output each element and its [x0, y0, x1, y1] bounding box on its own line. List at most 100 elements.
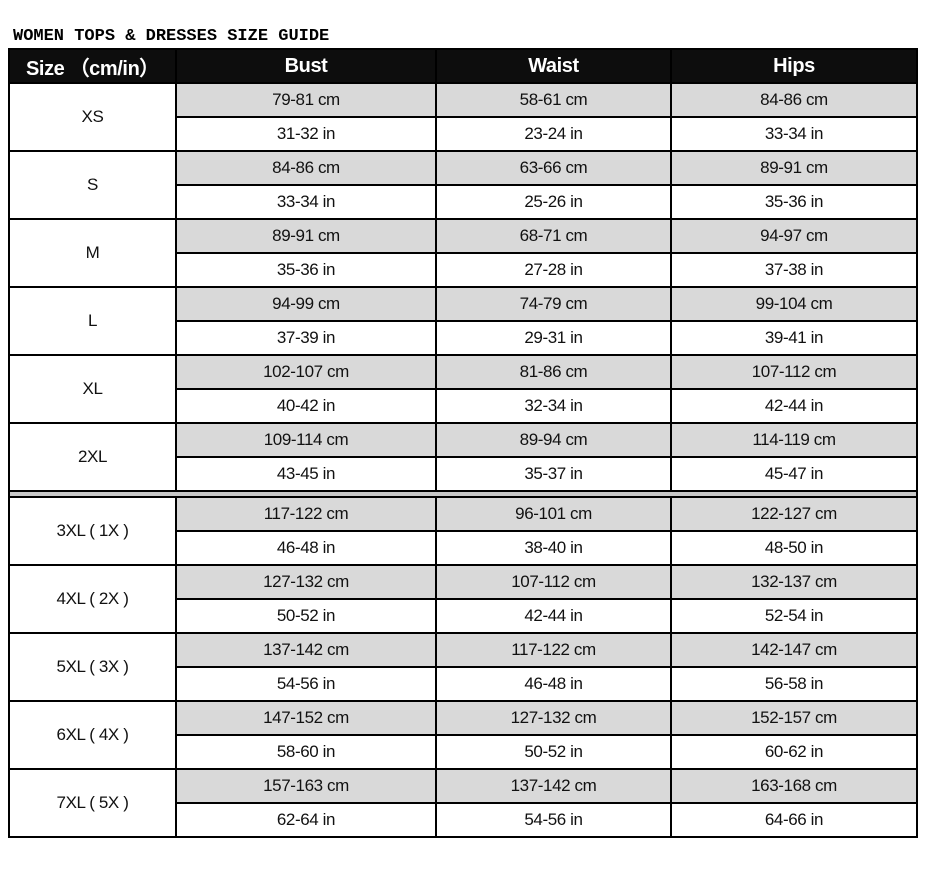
size-label: 7XL ( 5X ) [8, 768, 177, 838]
table-row-cm: XS 79-81 cm 58-61 cm 84-86 cm [8, 82, 918, 152]
divider-cell [8, 490, 918, 498]
waist-cm-cell: 68-71 cm [435, 218, 672, 254]
table-row-in: 31-32 in 23-24 in 33-34 in [9, 116, 918, 152]
hips-cm-cell: 94-97 cm [670, 218, 918, 254]
header-size: Size （cm/in） [8, 48, 177, 84]
size-label: 4XL ( 2X ) [8, 564, 177, 634]
table-row-cm: M 89-91 cm 68-71 cm 94-97 cm [8, 218, 918, 288]
bust-in-cell: 40-42 in [175, 388, 437, 424]
header-bust: Bust [175, 48, 437, 84]
hips-in-cell: 42-44 in [670, 388, 918, 424]
waist-in-cell: 23-24 in [435, 116, 672, 152]
table-row-cm: 3XL ( 1X ) 117-122 cm 96-101 cm 122-127 cm [8, 496, 918, 566]
size-label: 3XL ( 1X ) [8, 496, 177, 566]
hips-cm-cell: 107-112 cm [670, 354, 918, 390]
bust-cm-cell: 109-114 cm [175, 422, 437, 458]
bust-cm-cell: 79-81 cm [175, 82, 437, 118]
hips-cm-cell: 122-127 cm [670, 496, 918, 532]
hips-in-cell: 45-47 in [670, 456, 918, 492]
table-row-in: 35-36 in 27-28 in 37-38 in [9, 252, 918, 288]
waist-cm-cell: 137-142 cm [435, 768, 672, 804]
table-row-cm: 5XL ( 3X ) 137-142 cm 117-122 cm 142-147 cm [8, 632, 918, 702]
waist-cm-cell: 74-79 cm [435, 286, 672, 322]
size-guide-title: WOMEN TOPS & DRESSES SIZE GUIDE [13, 27, 330, 46]
bust-in-cell: 43-45 in [175, 456, 437, 492]
hips-cm-cell: 84-86 cm [670, 82, 918, 118]
waist-in-cell: 35-37 in [435, 456, 672, 492]
hips-in-cell: 37-38 in [670, 252, 918, 288]
bust-cm-cell: 84-86 cm [175, 150, 437, 186]
header-hips: Hips [670, 48, 918, 84]
size-table: Size （cm/in） Bust Waist Hips XS 79-81 cm 5… [8, 48, 918, 838]
hips-in-cell: 33-34 in [670, 116, 918, 152]
bust-in-cell: 33-34 in [175, 184, 437, 220]
bust-cm-cell: 157-163 cm [175, 768, 437, 804]
waist-in-cell: 54-56 in [435, 802, 672, 838]
waist-cm-cell: 107-112 cm [435, 564, 672, 600]
bust-cm-cell: 89-91 cm [175, 218, 437, 254]
table-row-in: 50-52 in 42-44 in 52-54 in [9, 598, 918, 634]
table-row-cm: L 94-99 cm 74-79 cm 99-104 cm [8, 286, 918, 356]
table-row-in: 54-56 in 46-48 in 56-58 in [9, 666, 918, 702]
size-label: L [8, 286, 177, 356]
waist-in-cell: 46-48 in [435, 666, 672, 702]
bust-cm-cell: 94-99 cm [175, 286, 437, 322]
waist-in-cell: 29-31 in [435, 320, 672, 356]
table-row-in: 43-45 in 35-37 in 45-47 in [9, 456, 918, 492]
waist-in-cell: 42-44 in [435, 598, 672, 634]
size-label: 5XL ( 3X ) [8, 632, 177, 702]
size-label: XL [8, 354, 177, 424]
bust-in-cell: 50-52 in [175, 598, 437, 634]
waist-in-cell: 25-26 in [435, 184, 672, 220]
waist-in-cell: 50-52 in [435, 734, 672, 770]
table-row-cm: S 84-86 cm 63-66 cm 89-91 cm [8, 150, 918, 220]
size-label: M [8, 218, 177, 288]
table-row-cm: 7XL ( 5X ) 157-163 cm 137-142 cm 163-168 cm [8, 768, 918, 838]
table-row-in: 62-64 in 54-56 in 64-66 in [9, 802, 918, 838]
bust-in-cell: 62-64 in [175, 802, 437, 838]
table-row-cm: 4XL ( 2X ) 127-132 cm 107-112 cm 132-137 cm [8, 564, 918, 634]
bust-cm-cell: 117-122 cm [175, 496, 437, 532]
hips-cm-cell: 89-91 cm [670, 150, 918, 186]
table-row-in: 46-48 in 38-40 in 48-50 in [9, 530, 918, 566]
bust-cm-cell: 137-142 cm [175, 632, 437, 668]
bust-cm-cell: 102-107 cm [175, 354, 437, 390]
waist-cm-cell: 63-66 cm [435, 150, 672, 186]
bust-in-cell: 35-36 in [175, 252, 437, 288]
bust-in-cell: 54-56 in [175, 666, 437, 702]
header-waist: Waist [435, 48, 672, 84]
hips-cm-cell: 114-119 cm [670, 422, 918, 458]
hips-in-cell: 35-36 in [670, 184, 918, 220]
bust-in-cell: 31-32 in [175, 116, 437, 152]
size-label: S [8, 150, 177, 220]
waist-cm-cell: 58-61 cm [435, 82, 672, 118]
table-row-in: 58-60 in 50-52 in 60-62 in [9, 734, 918, 770]
hips-in-cell: 39-41 in [670, 320, 918, 356]
waist-in-cell: 38-40 in [435, 530, 672, 566]
hips-in-cell: 48-50 in [670, 530, 918, 566]
table-row-cm: XL 102-107 cm 81-86 cm 107-112 cm [8, 354, 918, 424]
hips-cm-cell: 163-168 cm [670, 768, 918, 804]
hips-in-cell: 60-62 in [670, 734, 918, 770]
bust-in-cell: 37-39 in [175, 320, 437, 356]
table-row-in: 37-39 in 29-31 in 39-41 in [9, 320, 918, 356]
waist-cm-cell: 127-132 cm [435, 700, 672, 736]
hips-cm-cell: 99-104 cm [670, 286, 918, 322]
size-label: 2XL [8, 422, 177, 492]
table-row-in: 40-42 in 32-34 in 42-44 in [9, 388, 918, 424]
table-row-cm: 6XL ( 4X ) 147-152 cm 127-132 cm 152-157 cm [8, 700, 918, 770]
hips-in-cell: 52-54 in [670, 598, 918, 634]
waist-cm-cell: 81-86 cm [435, 354, 672, 390]
hips-cm-cell: 132-137 cm [670, 564, 918, 600]
waist-in-cell: 27-28 in [435, 252, 672, 288]
hips-in-cell: 64-66 in [670, 802, 918, 838]
bust-in-cell: 58-60 in [175, 734, 437, 770]
waist-cm-cell: 89-94 cm [435, 422, 672, 458]
hips-cm-cell: 152-157 cm [670, 700, 918, 736]
header-row: Size （cm/in） Bust Waist Hips [8, 48, 918, 84]
waist-in-cell: 32-34 in [435, 388, 672, 424]
bust-cm-cell: 147-152 cm [175, 700, 437, 736]
table-row-cm: 2XL 109-114 cm 89-94 cm 114-119 cm [8, 422, 918, 492]
hips-in-cell: 56-58 in [670, 666, 918, 702]
waist-cm-cell: 117-122 cm [435, 632, 672, 668]
